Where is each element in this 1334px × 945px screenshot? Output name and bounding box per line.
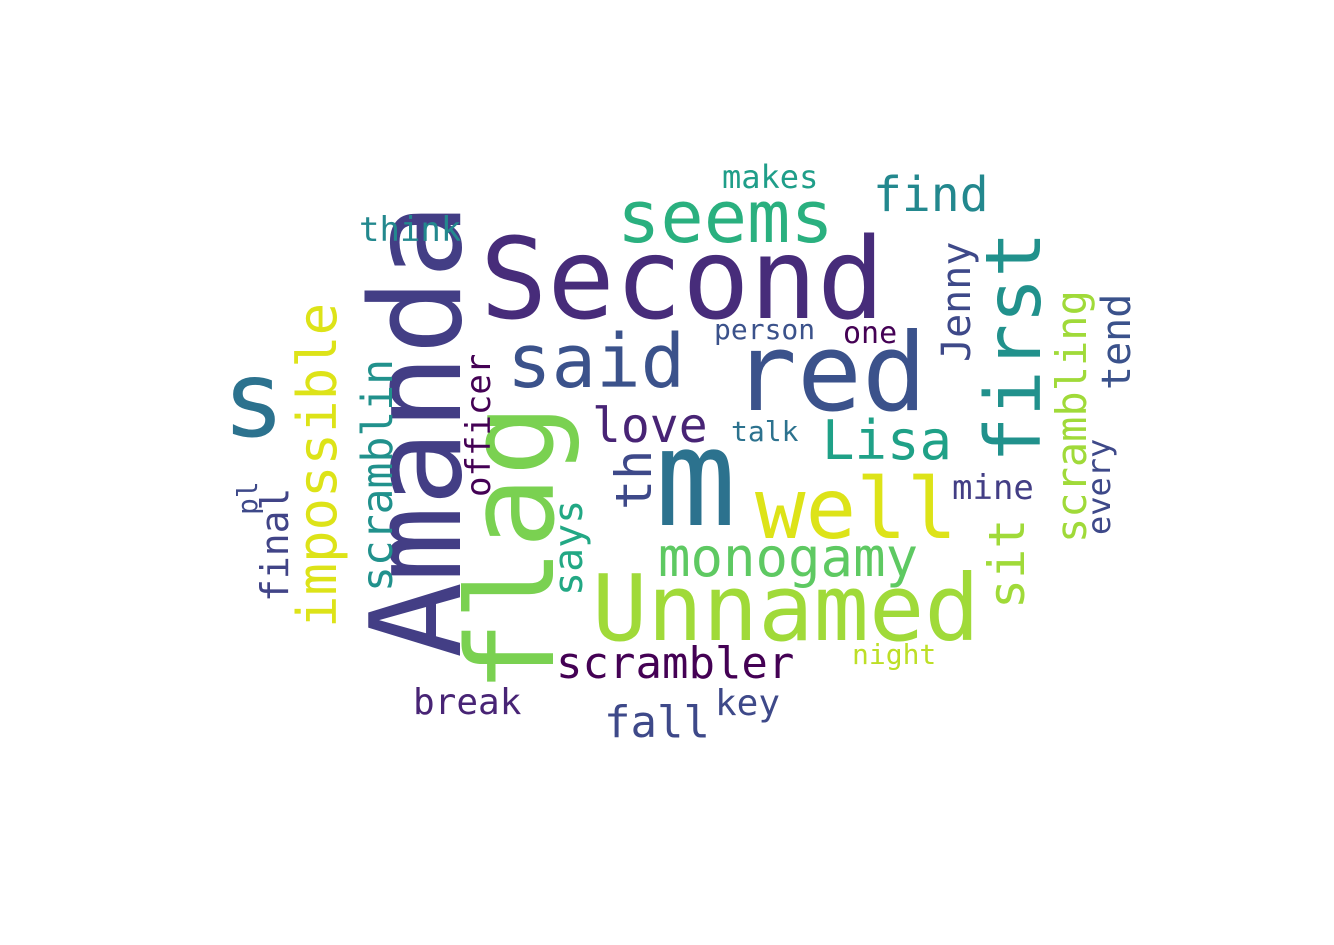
word-scrambler: scrambler xyxy=(556,638,794,689)
word-key: key xyxy=(715,683,780,724)
word-pl: pl xyxy=(231,481,264,515)
word-th: th xyxy=(605,450,663,510)
word-s: s xyxy=(222,339,285,461)
word-red: red xyxy=(732,311,927,436)
word-said: said xyxy=(507,319,685,405)
word-second: Second xyxy=(480,215,885,345)
word-makes: makes xyxy=(722,158,818,196)
word-every: every xyxy=(1080,439,1118,535)
word-think: think xyxy=(359,210,461,250)
word-person: person xyxy=(714,313,815,346)
word-fall: fall xyxy=(604,697,710,748)
word-break: break xyxy=(413,682,522,723)
word-one: one xyxy=(843,316,897,351)
word-seems: seems xyxy=(617,175,834,259)
word-officer: officer xyxy=(459,354,499,497)
word-flag: flag xyxy=(443,404,582,693)
word-monogamy: monogamy xyxy=(658,526,918,589)
word-jenny: Jenny xyxy=(934,242,980,362)
word-well: well xyxy=(755,460,957,558)
word-scrambling: scrambling xyxy=(1047,290,1096,543)
word-sit: sit xyxy=(978,519,1036,609)
word-find: find xyxy=(873,167,989,223)
word-scramblin: scramblin xyxy=(353,359,403,592)
word-unnamed: Unnamed xyxy=(592,555,980,662)
word-night: night xyxy=(852,638,936,671)
word-impossible: impossible xyxy=(286,303,349,628)
word-lisa: Lisa xyxy=(822,409,952,472)
word-m: m xyxy=(655,400,736,557)
word-talk: talk xyxy=(731,415,799,448)
word-mine: mine xyxy=(952,468,1034,508)
word-tend: tend xyxy=(1094,294,1140,390)
word-amanda: Amanda xyxy=(343,203,490,658)
word-love: love xyxy=(592,398,708,454)
word-final: final xyxy=(253,488,297,602)
word-first: first xyxy=(970,231,1059,463)
word-says: says xyxy=(546,500,592,596)
